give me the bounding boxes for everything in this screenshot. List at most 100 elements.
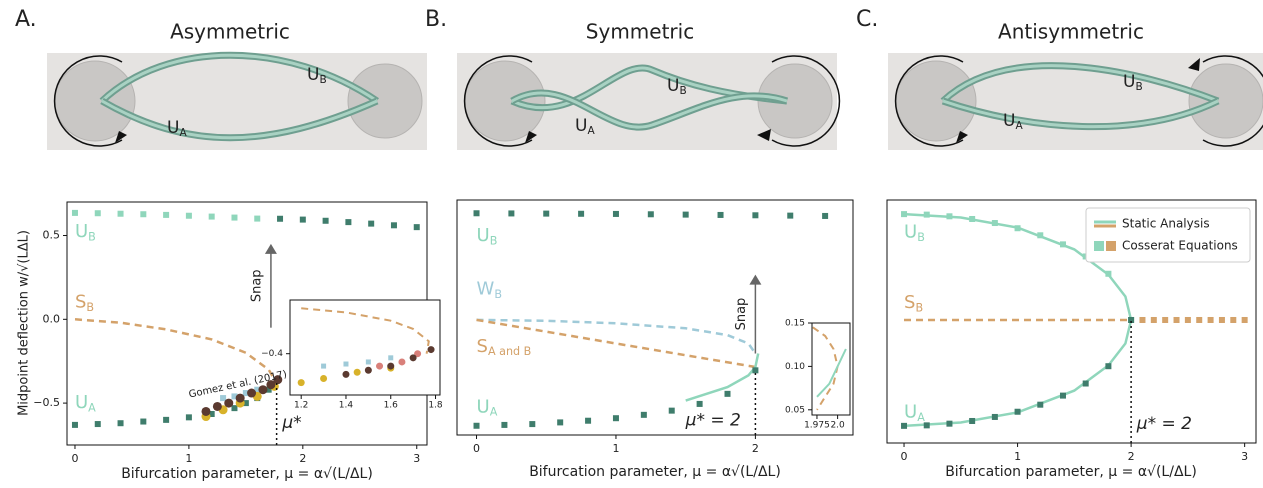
data-square <box>529 421 535 427</box>
data-square <box>277 216 283 222</box>
label-main: U <box>167 118 179 138</box>
inset-frame <box>290 300 440 395</box>
y-tick-label: 0.15 <box>785 319 805 329</box>
data-square <box>209 214 215 220</box>
data-square <box>946 421 952 427</box>
label-main: W <box>477 279 495 300</box>
data-point <box>376 363 383 370</box>
data-square <box>787 213 793 219</box>
label-main: U <box>904 222 917 243</box>
y-tick-label: −0.4 <box>261 349 283 359</box>
data-square <box>72 422 78 428</box>
panel-letter: B. <box>425 7 447 32</box>
panel-heading: Asymmetric <box>170 20 290 44</box>
label-main: U <box>1123 72 1135 92</box>
data-square <box>992 220 998 226</box>
y-tick-label: 0.10 <box>785 362 805 372</box>
x-tick-label: 3 <box>413 452 420 465</box>
data-square <box>95 421 101 427</box>
legend-swatch <box>1106 241 1116 251</box>
data-point <box>247 389 256 398</box>
data-square <box>186 414 192 420</box>
data-square <box>1105 271 1111 277</box>
data-square <box>578 211 584 217</box>
panel-letter: A. <box>15 7 37 32</box>
data-square <box>1060 393 1066 399</box>
panel-heading: Symmetric <box>586 20 694 44</box>
y-tick-label: 0.0 <box>43 312 61 325</box>
data-square <box>543 211 549 217</box>
x-axis-label: Bifurcation parameter, μ = α√(L/ΔL) <box>121 466 373 482</box>
data-square <box>163 212 169 218</box>
label-main: U <box>75 392 88 413</box>
data-square <box>1185 317 1191 323</box>
data-square <box>254 216 260 222</box>
data-square <box>1242 317 1248 323</box>
label-main: U <box>477 225 490 246</box>
data-square <box>231 215 237 221</box>
data-square <box>683 212 689 218</box>
label-sub: B <box>917 231 925 244</box>
x-tick-label: 1.2 <box>294 401 308 411</box>
label-main: U <box>307 65 319 85</box>
critical-label: μ* <box>281 413 301 433</box>
data-square <box>118 211 124 217</box>
data-square <box>822 213 828 219</box>
label-sub: A <box>917 411 925 424</box>
data-square <box>140 419 146 425</box>
data-square <box>1162 317 1168 323</box>
data-point <box>342 371 349 378</box>
data-square <box>501 422 507 428</box>
label-sub: A and B <box>488 345 531 358</box>
data-square <box>725 391 731 397</box>
y-tick-label: 0.05 <box>785 405 805 415</box>
data-square <box>391 222 397 228</box>
x-tick-label: 1.6 <box>384 401 399 411</box>
data-square <box>697 401 703 407</box>
data-square <box>300 217 306 223</box>
data-point <box>410 354 417 361</box>
x-tick-label: 0 <box>473 442 480 455</box>
data-square <box>118 420 124 426</box>
data-square <box>140 211 146 217</box>
label-sub: A <box>88 402 96 415</box>
data-square <box>1219 317 1225 323</box>
data-point <box>365 367 372 374</box>
data-square <box>1105 363 1111 369</box>
data-square <box>220 395 226 401</box>
data-point <box>320 375 327 382</box>
label-sub: B <box>1135 81 1142 93</box>
x-tick-label: 2 <box>1128 450 1135 463</box>
data-square <box>924 212 930 218</box>
data-point <box>298 379 305 386</box>
data-square <box>969 418 975 424</box>
label-main: S <box>75 292 86 313</box>
data-point <box>354 369 361 376</box>
data-square <box>474 423 480 429</box>
data-square <box>752 212 758 218</box>
data-square <box>368 221 374 227</box>
legend-swatch <box>1094 241 1104 251</box>
legend-label: Cosserat Equations <box>1122 239 1238 253</box>
y-axis-label: Midpoint deflection w/√(LΔL) <box>17 230 32 416</box>
data-square <box>508 210 514 216</box>
x-tick-label: 1 <box>612 442 619 455</box>
photo-clamp <box>348 64 422 138</box>
data-square <box>1037 232 1043 238</box>
data-point <box>201 407 210 416</box>
data-square <box>1037 402 1043 408</box>
label-main: U <box>904 401 917 422</box>
x-tick-label: 3 <box>1241 450 1248 463</box>
data-square <box>388 355 393 360</box>
label-sub: B <box>319 74 326 86</box>
data-square <box>1208 317 1214 323</box>
data-square <box>992 414 998 420</box>
label-sub: A <box>179 127 187 139</box>
x-tick-label: 1 <box>1014 450 1021 463</box>
data-square <box>648 211 654 217</box>
label-sub: A <box>587 125 595 137</box>
label-main: U <box>667 76 679 96</box>
label-main: S <box>904 292 915 313</box>
figure: A.AsymmetricUBUAB.SymmetricUBUAC.Antisym… <box>0 0 1263 488</box>
x-tick-label: 1.4 <box>339 401 354 411</box>
